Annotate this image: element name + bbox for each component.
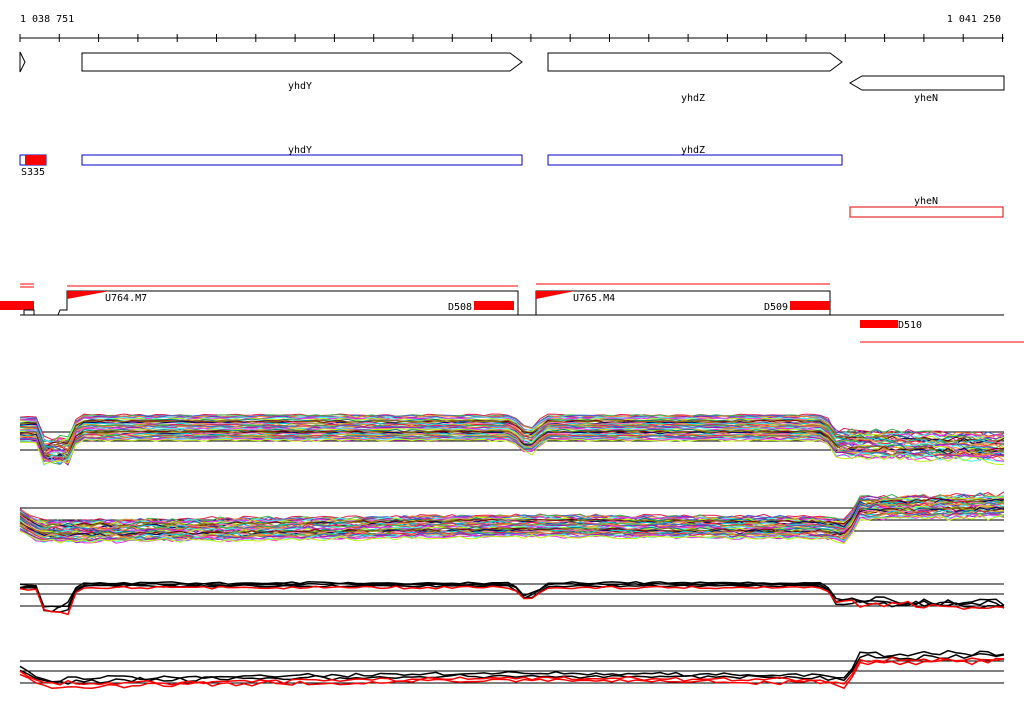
expression-trace	[19, 432, 1005, 463]
expression-trace	[19, 657, 1005, 690]
expression-trace	[19, 649, 1005, 683]
expression-trace	[19, 438, 1005, 466]
expression-trace	[19, 582, 1005, 613]
coordinate-ruler: 1 038 751 1 041 250	[19, 14, 1004, 42]
cds-track: S335 yhdY yhdZ yheN	[19, 145, 1004, 218]
expression-trace	[19, 492, 1005, 525]
feature-box-d509[interactable]	[790, 301, 830, 310]
transcript-outline-u764	[57, 290, 519, 316]
gene-label-yhdY: yhdY	[288, 81, 312, 92]
expression-trace	[19, 584, 1005, 613]
expression-trace	[19, 652, 1005, 685]
gene-track: yhdY yhdZ yheN	[19, 51, 1005, 104]
cds-box-yhdZ[interactable]	[547, 154, 843, 166]
gene-arrow-yhdY[interactable]	[81, 52, 523, 72]
gene-arrow-yheN[interactable]	[849, 75, 1005, 91]
cds-label-yhdZ: yhdZ	[681, 145, 705, 156]
feature-label-d510: D510	[898, 320, 922, 331]
expression-trace	[19, 429, 1005, 457]
expression-trace	[19, 514, 1005, 545]
expression-trace	[19, 656, 1005, 686]
cds-box-yheN[interactable]	[849, 206, 1004, 218]
expression-trace	[19, 414, 1005, 446]
expression-trace	[19, 431, 1005, 463]
feature-label-d508: D508	[448, 302, 472, 313]
feature-label-s335: S335	[21, 167, 45, 178]
expression-panel-2	[19, 491, 1005, 545]
gene-label-yheN: yheN	[914, 93, 938, 104]
expression-trace	[19, 496, 1005, 528]
gene-label-yhdZ: yhdZ	[681, 93, 705, 104]
cds-box-yhdY[interactable]	[81, 154, 523, 166]
expression-trace	[19, 423, 1005, 454]
expression-panel-4	[19, 649, 1005, 690]
gene-arrow-yhdZ[interactable]	[547, 52, 843, 72]
ruler-end-label: 1 041 250	[947, 14, 1001, 25]
gene-arrow-partial[interactable]	[19, 51, 26, 73]
ruler-ticks	[19, 34, 1003, 42]
cds-label-yheN: yheN	[914, 196, 938, 207]
expression-panel-1	[19, 413, 1005, 466]
ruler-start-label: 1 038 751	[20, 14, 74, 25]
expression-trace	[19, 416, 1005, 443]
feature-box-left[interactable]	[0, 301, 34, 310]
expression-trace	[19, 585, 1005, 616]
promoter-marker-u765[interactable]	[536, 291, 575, 299]
expression-trace	[19, 513, 1005, 544]
feature-label-d509: D509	[764, 302, 788, 313]
promoter-marker-u764[interactable]	[67, 291, 110, 299]
feature-box-d510[interactable]	[860, 320, 898, 328]
feature-box-d508[interactable]	[474, 301, 514, 310]
feature-box-s335[interactable]	[25, 155, 46, 165]
feature-label-u764: U764.M7	[105, 293, 147, 304]
cds-label-yhdY: yhdY	[288, 145, 312, 156]
feature-label-u765: U765.M4	[573, 293, 615, 304]
transcript-outline-left	[23, 309, 35, 315]
transcript-track: U764.M7 D508 U765.M4 D509 D510	[0, 283, 1024, 343]
expression-panel-3	[19, 581, 1005, 616]
